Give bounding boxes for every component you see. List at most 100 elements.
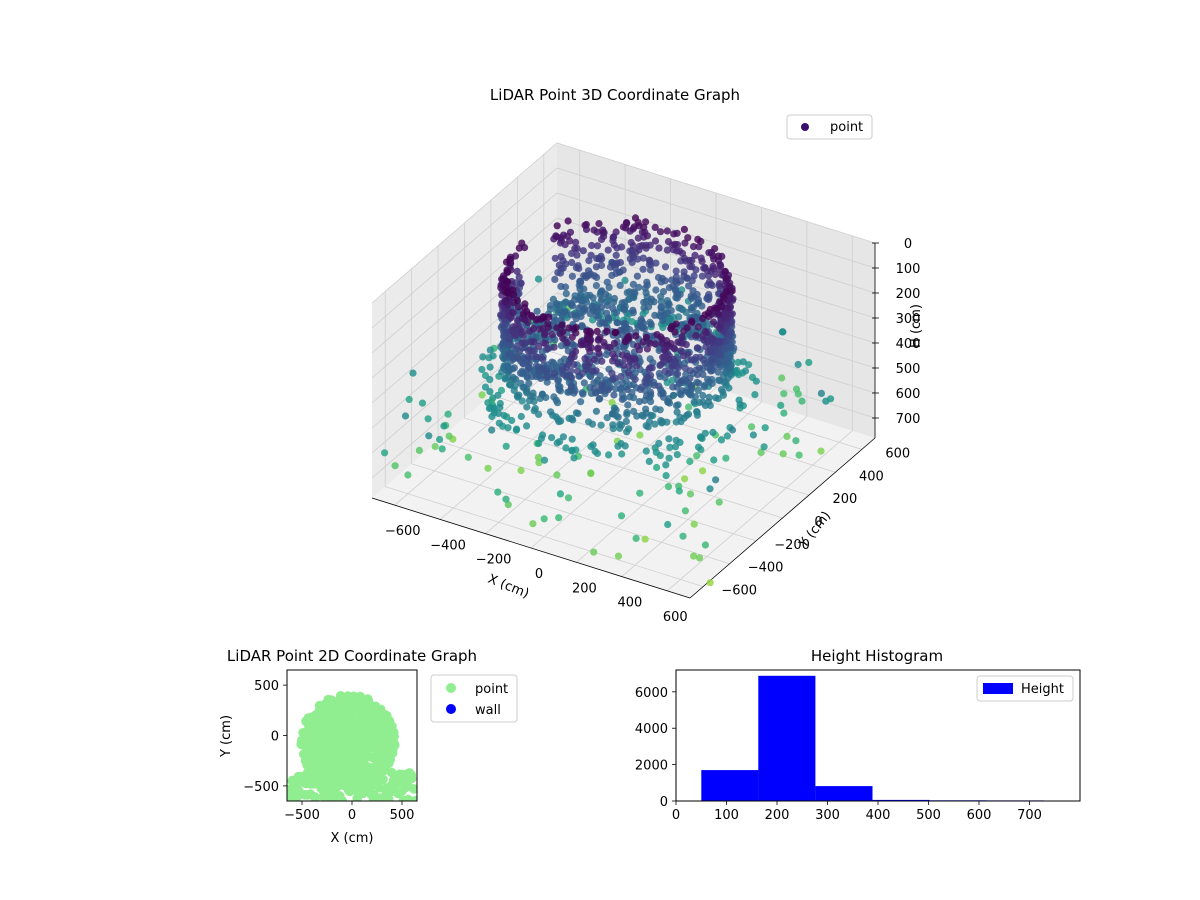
chart-3d-point [686, 490, 695, 498]
histogram-legend-box [976, 675, 1074, 702]
chart-3d-point [659, 358, 668, 366]
chart-2d-point [332, 745, 342, 755]
chart-3d-point [568, 333, 576, 341]
chart-3d-point [630, 355, 638, 363]
chart-3d-point [514, 354, 522, 362]
chart-3d-point [512, 375, 520, 383]
chart-3d-point [568, 272, 577, 280]
chart-3d-gridline-z [371, 142, 876, 304]
chart-3d-point [576, 277, 584, 286]
chart-3d-point [683, 324, 691, 332]
chart-3d-point [679, 532, 687, 540]
chart-3d-point [539, 355, 547, 363]
chart-3d-point [633, 362, 641, 370]
chart-2d-point [374, 783, 384, 793]
chart-3d-point [550, 343, 558, 351]
chart-3d-point [557, 417, 565, 425]
chart-3d-point [662, 472, 670, 480]
chart-3d-point [723, 366, 732, 374]
chart-3d-point [640, 223, 648, 231]
chart-3d-point [537, 434, 546, 442]
chart-2d-point [343, 768, 354, 778]
chart-3d-point [726, 353, 734, 361]
chart-3d-point [548, 330, 556, 339]
chart-3d-point [553, 222, 561, 230]
chart-3d-point [684, 379, 693, 387]
chart-3d-point [529, 520, 537, 528]
chart-3d-point [643, 232, 652, 240]
chart-3d-point [709, 318, 718, 326]
chart-3d-point [621, 338, 630, 346]
chart-3d-point [678, 377, 686, 385]
chart-2d-x-tick-label: 0 [348, 808, 356, 823]
chart-3d-point [680, 225, 689, 233]
histogram-bar [815, 786, 873, 801]
chart-3d-point [630, 288, 638, 296]
chart-3d-point [504, 424, 512, 432]
chart-3d-point [617, 384, 625, 392]
chart-3d-point [581, 355, 589, 363]
chart-3d-point [725, 384, 733, 392]
chart-3d-point [618, 243, 626, 251]
chart-3d-point [728, 426, 737, 434]
chart-3d-point [405, 395, 413, 404]
chart-3d-point [752, 377, 760, 385]
chart-3d-point [714, 257, 723, 265]
chart-3d-point [574, 262, 582, 270]
chart-2d-y-tick-label: 0 [271, 730, 279, 745]
chart-3d-point [705, 398, 713, 406]
chart-3d-point [673, 408, 681, 416]
chart-3d-point [717, 436, 726, 444]
chart-3d-point [708, 379, 716, 388]
chart-2d-point [348, 692, 359, 703]
chart-3d-point [504, 268, 512, 276]
chart-2d-point [399, 783, 410, 793]
chart-2d-point [409, 784, 417, 794]
chart-3d-point [717, 386, 726, 394]
chart-3d-point [794, 360, 802, 369]
chart-2d-point [372, 727, 383, 737]
chart-3d-point [616, 258, 625, 267]
chart-3d-point [540, 456, 549, 464]
chart-3d-point [464, 453, 472, 461]
chart-3d-point [505, 335, 513, 343]
chart-3d-point [692, 332, 700, 340]
chart-3d-point [581, 306, 589, 314]
chart-3d-point [636, 385, 645, 393]
chart-3d-point [646, 339, 654, 347]
chart-3d-point [677, 391, 685, 399]
chart-3d-point [613, 319, 621, 327]
chart-3d-point [617, 512, 626, 520]
chart-3d-point [543, 373, 552, 381]
chart-3d-point [552, 396, 560, 404]
chart-3d-point [509, 291, 518, 299]
chart-3d-point [642, 244, 650, 252]
chart-3d-point [553, 324, 561, 332]
chart-3d-point [721, 357, 729, 365]
chart-3d-point [623, 385, 631, 394]
chart-3d-point [563, 339, 571, 347]
chart-3d-point [630, 253, 638, 261]
chart-3d-point [488, 412, 496, 421]
chart-3d-point [553, 439, 561, 447]
chart-3d-point [620, 304, 628, 312]
chart-2d-point [378, 756, 388, 766]
chart-3d-point [680, 268, 688, 276]
chart-3d-x-tick-label: 0 [535, 567, 543, 582]
chart-3d-point [665, 435, 673, 443]
chart-3d-point [572, 409, 581, 417]
chart-3d-point [608, 369, 616, 377]
chart-3d-point [573, 245, 581, 253]
chart-3d-point [502, 495, 510, 503]
chart-3d-point [575, 304, 583, 312]
chart-2d-y-axis-label: Y (cm) [219, 715, 234, 758]
chart-3d-z-tick-label: 200 [896, 287, 921, 302]
chart-2d-point [402, 776, 413, 786]
chart-3d-point [695, 398, 703, 407]
chart-3d-point [572, 347, 580, 355]
chart-3d-point [478, 365, 486, 374]
chart-3d-point [688, 277, 696, 285]
chart-3d-point [517, 466, 525, 475]
chart-3d-point [544, 345, 552, 353]
chart-2d-point [348, 739, 359, 749]
